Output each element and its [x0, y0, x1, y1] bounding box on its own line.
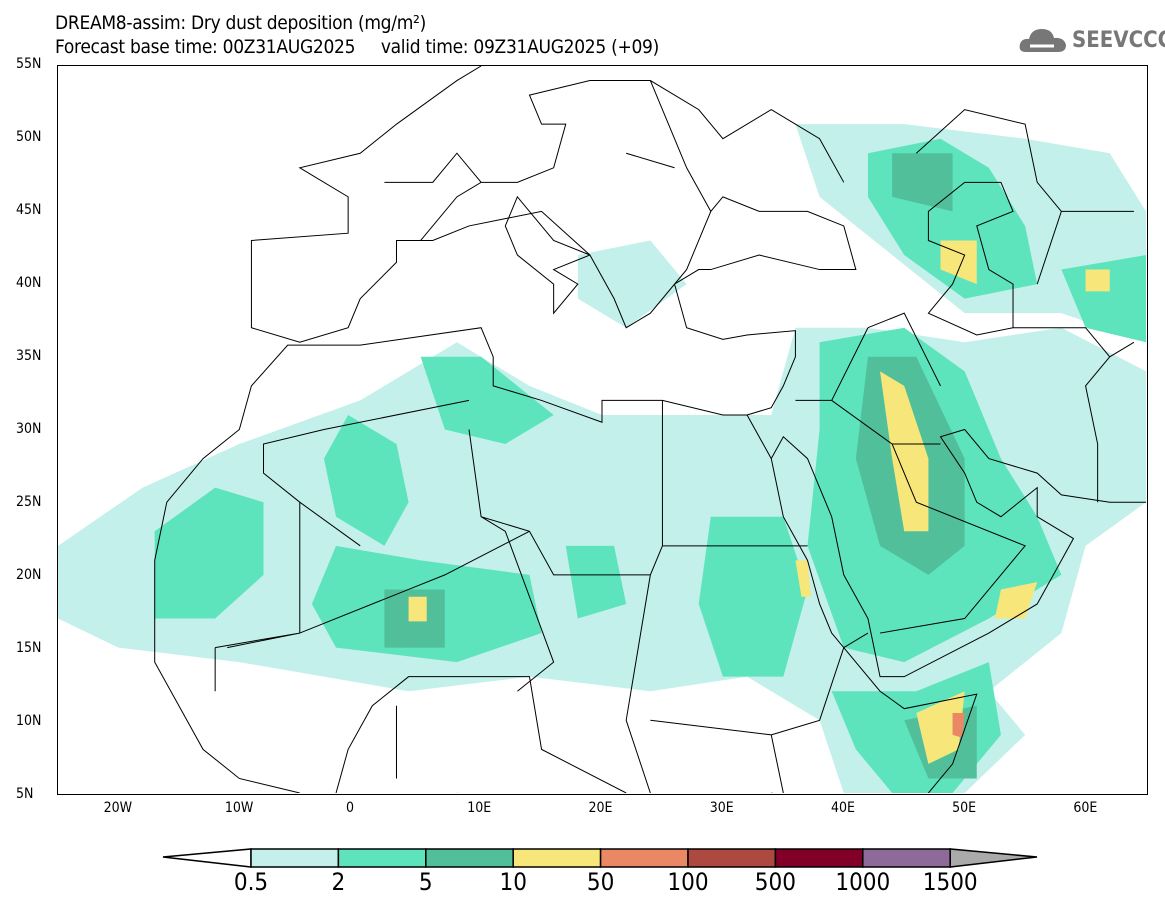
coastline — [155, 560, 300, 793]
map-title: DREAM8-assim: Dry dust deposition (mg/m²… — [55, 12, 426, 34]
colorbar — [162, 848, 1038, 868]
dust-contour-level-2 — [420, 356, 554, 445]
colorbar-swatch — [774, 848, 864, 868]
seevccc-logo: SEEVCCC — [1018, 26, 1165, 54]
x-tick-label: 0 — [346, 800, 355, 816]
dust-contour-level-10 — [940, 240, 977, 285]
y-tick-label: 55N — [16, 56, 42, 72]
y-tick-label: 10N — [16, 713, 42, 729]
dust-contour-level-10 — [994, 582, 1038, 619]
colorbar-label: 500 — [754, 868, 796, 896]
x-tick-label: 40E — [830, 800, 855, 816]
x-tick-label: 60E — [1073, 800, 1098, 816]
coastline — [155, 66, 856, 560]
x-tick-label: 10W — [224, 800, 254, 816]
colorbar-swatch — [512, 848, 602, 868]
colorbar-swatch — [425, 848, 514, 868]
colorbar-label: 0.5 — [233, 868, 269, 896]
dust-contour-level-2 — [565, 545, 627, 619]
cloud-icon — [1019, 29, 1066, 52]
x-tick-label: 50E — [952, 800, 977, 816]
colorbar-swatch — [862, 848, 951, 868]
y-tick-label: 50N — [16, 129, 42, 145]
colorbar-label: 100 — [667, 868, 709, 896]
y-tick-label: 35N — [16, 348, 42, 364]
dust-contour-level-10 — [916, 691, 965, 764]
colorbar-label: 2 — [331, 868, 346, 896]
colorbar-swatch — [599, 848, 689, 868]
x-tick-label: 20E — [588, 800, 613, 816]
x-tick-label: 30E — [709, 800, 734, 816]
dust-contour-level-10 — [1085, 269, 1110, 292]
x-tick-label: 10E — [467, 800, 492, 816]
dust-contour-level-2 — [323, 414, 409, 546]
dust-contour-level-2 — [154, 487, 264, 619]
colorbar-label: 1000 — [835, 868, 891, 896]
dust-contour-level-0.5 — [577, 240, 687, 328]
logo-text: SEEVCCC — [1072, 27, 1165, 53]
dust-contour-level-5 — [892, 153, 953, 212]
colorbar-label: 50 — [586, 868, 615, 896]
coastline — [928, 182, 1013, 335]
y-tick-label: 40N — [16, 275, 42, 291]
dust-contour-level-10 — [880, 371, 929, 532]
colorbar-swatch — [337, 848, 427, 868]
colorbar-label: 5 — [418, 868, 433, 896]
dust-contour-level-2 — [1061, 255, 1146, 343]
colorbar-swatch — [250, 848, 340, 868]
colorbar-label: 1500 — [922, 868, 978, 896]
x-tick-label: 20W — [103, 800, 133, 816]
colorbar-over-arrow — [949, 848, 1038, 868]
map-subtitle: Forecast base time: 00Z31AUG2025 valid t… — [55, 36, 659, 58]
colorbar-swatch — [687, 848, 777, 868]
dust-contour-level-2 — [698, 516, 808, 677]
map-frame — [57, 65, 1148, 795]
coastline — [771, 430, 1146, 677]
dust-contour-level-10 — [408, 596, 427, 622]
colorbar-label: 10 — [499, 868, 527, 896]
y-tick-label: 30N — [16, 421, 42, 437]
y-tick-label: 5N — [16, 786, 34, 802]
y-tick-label: 20N — [16, 567, 42, 583]
y-tick-label: 15N — [16, 640, 42, 656]
dust-contour-level-10 — [795, 560, 812, 597]
colorbar-under-arrow — [162, 848, 252, 868]
dust-map — [58, 66, 1146, 793]
y-tick-label: 25N — [16, 494, 42, 510]
y-tick-label: 45N — [16, 202, 42, 218]
dust-contour-level-50 — [952, 713, 965, 738]
